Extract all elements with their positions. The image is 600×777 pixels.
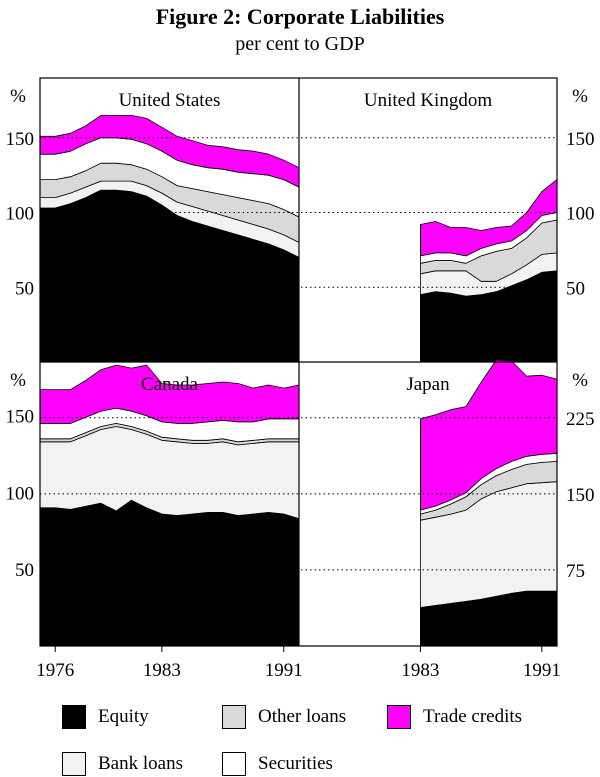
xtick-label-right-1983: 1983 xyxy=(401,660,439,681)
unit-label-united-kingdom: % xyxy=(572,86,588,107)
xtick-label-left-1983: 1983 xyxy=(143,660,181,681)
legend-label-securities: Securities xyxy=(258,753,333,774)
ytick-japan-150: 150 xyxy=(566,485,595,506)
panel-united-kingdom xyxy=(420,179,558,363)
xtick-label-right-1991: 1991 xyxy=(523,660,561,681)
panel-title-japan: Japan xyxy=(406,374,450,395)
unit-label-japan: % xyxy=(572,370,588,391)
xtick-label-left-1976: 1976 xyxy=(36,660,74,681)
legend-item-securities: Securities xyxy=(222,752,333,776)
ytick-canada-150: 150 xyxy=(6,407,35,428)
ytick-united-kingdom-50: 50 xyxy=(566,278,585,299)
ytick-united-kingdom-150: 150 xyxy=(566,129,595,150)
legend-label-bank-loans: Bank loans xyxy=(98,753,183,774)
chart-area: United States 50 100 150% United Kingdom 50 10… xyxy=(6,77,595,681)
legend-swatch-equity xyxy=(62,705,86,729)
ytick-united-kingdom-100: 100 xyxy=(566,204,595,225)
area-canada-equity xyxy=(39,499,300,647)
ytick-united-states-100: 100 xyxy=(6,204,35,225)
ytick-canada-50: 50 xyxy=(15,560,34,581)
legend-label-trade-credits: Trade credits xyxy=(423,706,523,727)
legend-item-other-loans: Other loans xyxy=(222,705,346,729)
panel-japan xyxy=(420,359,558,647)
panel-title-canada: Canada xyxy=(141,374,199,395)
panel-united-states xyxy=(39,115,300,363)
xtick-label-left-1991: 1991 xyxy=(265,660,303,681)
legend-label-equity: Equity xyxy=(98,706,149,727)
legend-swatch-other-loans xyxy=(222,705,246,729)
legend-item-bank-loans: Bank loans xyxy=(62,752,183,776)
legend-swatch-securities xyxy=(222,752,246,776)
ytick-united-states-150: 150 xyxy=(6,129,35,150)
ytick-united-states-50: 50 xyxy=(15,278,34,299)
panel-title-united-kingdom: United Kingdom xyxy=(364,90,492,111)
panel-canada xyxy=(39,364,300,647)
legend-label-other-loans: Other loans xyxy=(258,706,347,727)
ytick-canada-100: 100 xyxy=(6,483,35,504)
ytick-japan-225: 225 xyxy=(566,409,595,430)
legend-item-equity: Equity xyxy=(62,705,149,729)
panel-title-united-states: United States xyxy=(119,90,221,111)
legend-swatch-bank-loans xyxy=(62,752,86,776)
figure-subtitle: per cent to GDP xyxy=(235,33,365,55)
legend: Equity Other loans Trade credits Bank lo… xyxy=(0,700,600,777)
unit-label-canada: % xyxy=(10,370,26,391)
unit-label-united-states: % xyxy=(10,86,26,107)
legend-swatch-trade-credits xyxy=(387,705,411,729)
ytick-japan-75: 75 xyxy=(566,561,585,582)
figure-title: Figure 2: Corporate Liabilities xyxy=(155,4,445,29)
legend-item-trade-credits: Trade credits xyxy=(387,705,522,729)
